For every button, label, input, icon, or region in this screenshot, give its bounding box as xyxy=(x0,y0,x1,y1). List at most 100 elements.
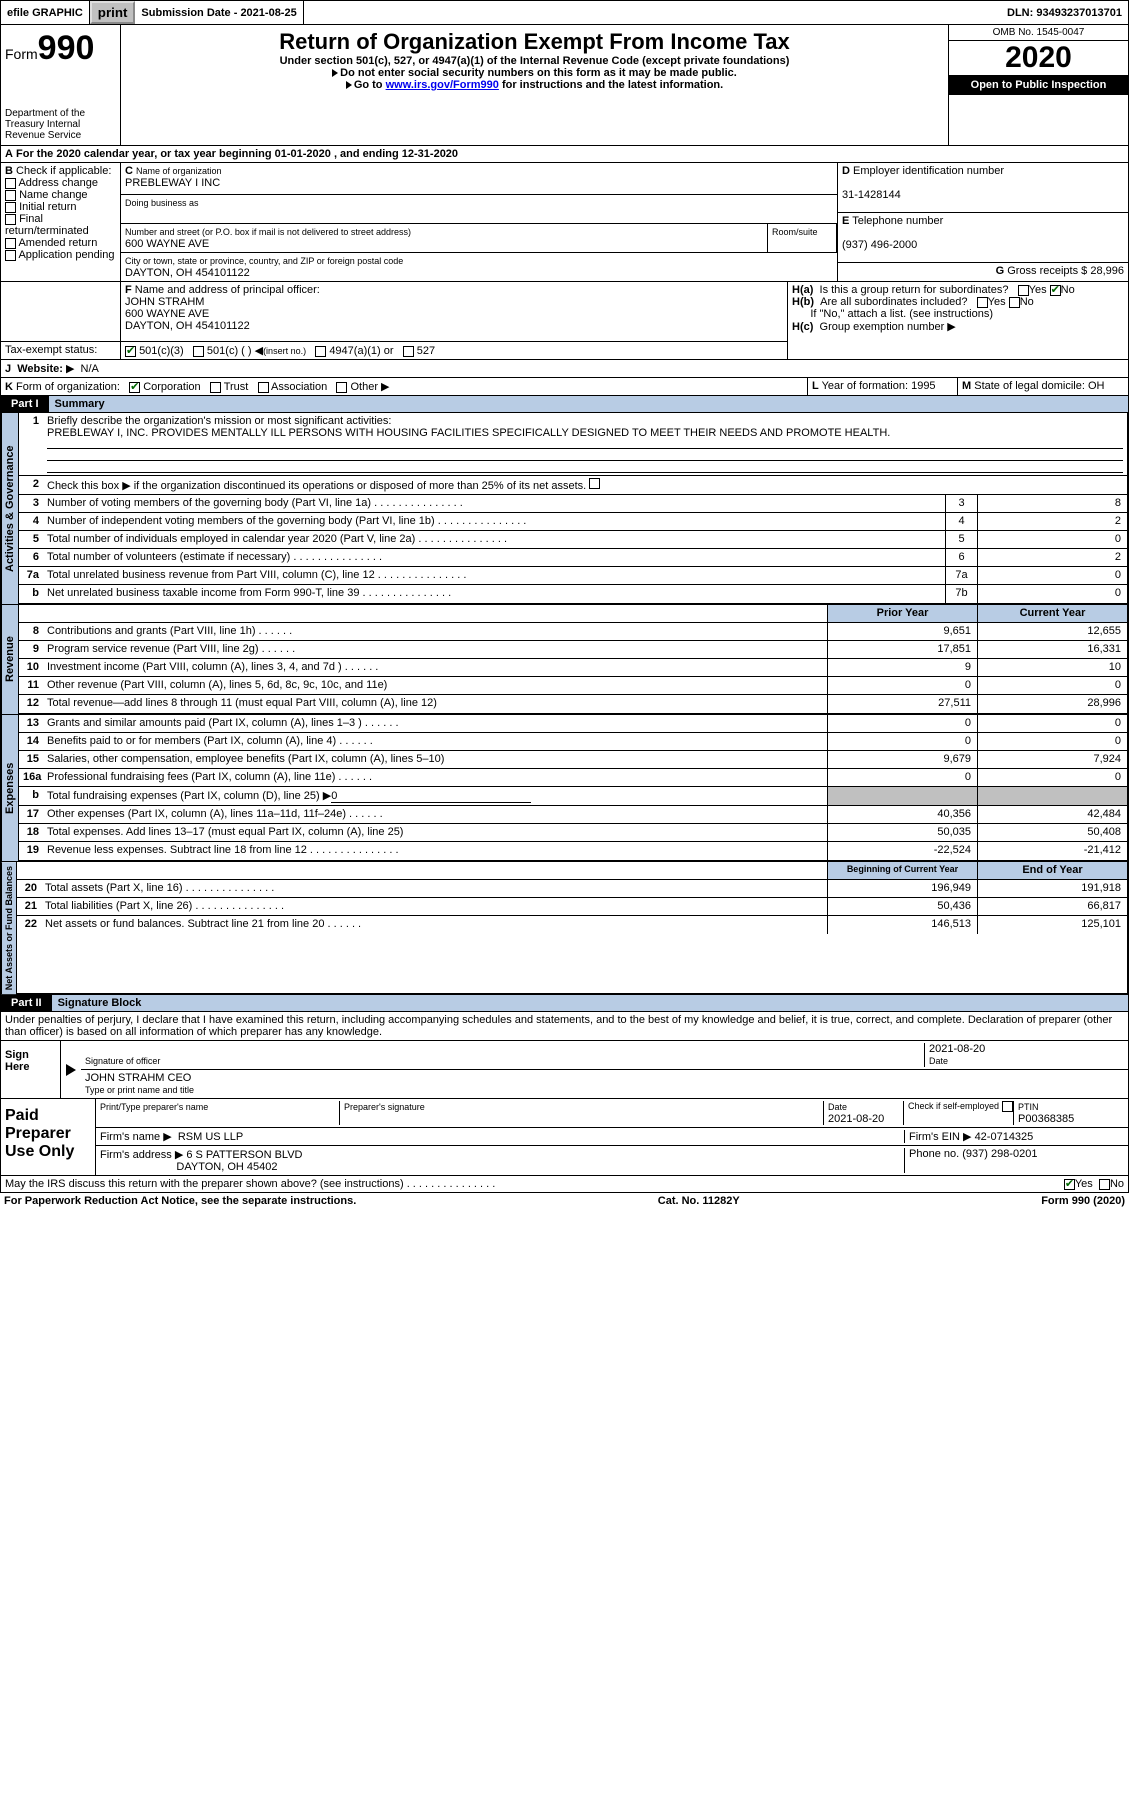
sub-yes-checkbox[interactable] xyxy=(977,297,988,308)
irs-link[interactable]: www.irs.gov/Form990 xyxy=(386,79,499,91)
cy22: 125,101 xyxy=(977,916,1127,934)
discuss-no-checkbox[interactable] xyxy=(1099,1179,1110,1190)
dln: DLN: 93493237013701 xyxy=(1001,1,1128,24)
py16a: 0 xyxy=(827,769,977,786)
sign-here-block: Sign Here Signature of officer 2021-08-2… xyxy=(0,1041,1129,1099)
sub-no-checkbox[interactable] xyxy=(1009,297,1020,308)
form-org-row: K Form of organization: Corporation Trus… xyxy=(0,378,1129,396)
cy14: 0 xyxy=(977,733,1127,750)
address-change-checkbox[interactable] xyxy=(5,178,16,189)
501c-checkbox[interactable] xyxy=(193,346,204,357)
officer-name: JOHN STRAHM xyxy=(125,296,204,308)
arrow-icon xyxy=(66,1064,76,1076)
inspection-badge: Open to Public Inspection xyxy=(949,75,1128,95)
discontinued-checkbox[interactable] xyxy=(589,478,600,489)
cy8: 12,655 xyxy=(977,623,1127,640)
val-3: 8 xyxy=(977,495,1127,512)
side-netassets: Net Assets or Fund Balances xyxy=(1,862,16,994)
form-subtitle: Under section 501(c), 527, or 4947(a)(1)… xyxy=(125,55,944,67)
val-7b: 0 xyxy=(977,585,1127,603)
assoc-checkbox[interactable] xyxy=(258,382,269,393)
firm-ein: 42-0714325 xyxy=(975,1131,1034,1143)
py11: 0 xyxy=(827,677,977,694)
cy20: 191,918 xyxy=(977,880,1127,897)
part1-activities: Activities & Governance 1Briefly describ… xyxy=(0,413,1129,605)
officer-status-block: Tax-exempt status: F Name and address of… xyxy=(0,282,1129,360)
print-button[interactable]: print xyxy=(90,1,136,24)
website-value: N/A xyxy=(81,363,99,375)
part1-header: Part I Summary xyxy=(0,396,1129,413)
page-footer: For Paperwork Reduction Act Notice, see … xyxy=(0,1193,1129,1209)
amended-return-checkbox[interactable] xyxy=(5,238,16,249)
gross-receipts: 28,996 xyxy=(1090,265,1124,277)
submission-date: Submission Date - 2021-08-25 xyxy=(135,1,303,24)
firm-city: DAYTON, OH 45402 xyxy=(176,1161,277,1173)
part1-expenses: Expenses 13Grants and similar amounts pa… xyxy=(0,715,1129,862)
year-formation: 1995 xyxy=(911,380,935,392)
ptin: P00368385 xyxy=(1018,1113,1074,1125)
topbar: efile GRAPHIC print Submission Date - 20… xyxy=(0,0,1129,25)
initial-return-checkbox[interactable] xyxy=(5,202,16,213)
efile-label: efile GRAPHIC xyxy=(1,1,90,24)
fundraising-total: 0 xyxy=(331,790,531,803)
name-change-checkbox[interactable] xyxy=(5,190,16,201)
py12: 27,511 xyxy=(827,695,977,713)
4947-checkbox[interactable] xyxy=(315,346,326,357)
cy12: 28,996 xyxy=(977,695,1127,713)
domicile: OH xyxy=(1088,380,1105,392)
tax-year: 2020 xyxy=(949,41,1128,75)
val-5: 0 xyxy=(977,531,1127,548)
corp-checkbox[interactable] xyxy=(129,382,140,393)
py8: 9,651 xyxy=(827,623,977,640)
application-pending-checkbox[interactable] xyxy=(5,250,16,261)
other-checkbox[interactable] xyxy=(336,382,347,393)
py18: 50,035 xyxy=(827,824,977,841)
cy16a: 0 xyxy=(977,769,1127,786)
group-no-checkbox[interactable] xyxy=(1050,285,1061,296)
cy21: 66,817 xyxy=(977,898,1127,915)
dept-label: Department of the Treasury Internal Reve… xyxy=(5,108,116,141)
501c3-checkbox[interactable] xyxy=(125,346,136,357)
discuss-yes-checkbox[interactable] xyxy=(1064,1179,1075,1190)
side-expenses: Expenses xyxy=(1,715,18,861)
py14: 0 xyxy=(827,733,977,750)
cy18: 50,408 xyxy=(977,824,1127,841)
527-checkbox[interactable] xyxy=(403,346,414,357)
py9: 17,851 xyxy=(827,641,977,658)
py15: 9,679 xyxy=(827,751,977,768)
omb-number: OMB No. 1545-0047 xyxy=(949,25,1128,41)
cy13: 0 xyxy=(977,715,1127,732)
ein: 31-1428144 xyxy=(842,189,901,201)
side-activities: Activities & Governance xyxy=(1,413,18,604)
group-yes-checkbox[interactable] xyxy=(1018,285,1029,296)
org-address: 600 WAYNE AVE xyxy=(125,238,209,250)
cy11: 0 xyxy=(977,677,1127,694)
form-note2: Go to www.irs.gov/Form990 for instructio… xyxy=(125,79,944,91)
self-employed-checkbox[interactable] xyxy=(1002,1101,1013,1112)
form-title: Return of Organization Exempt From Incom… xyxy=(125,29,944,55)
prep-date: 2021-08-20 xyxy=(828,1113,884,1125)
discuss-row: May the IRS discuss this return with the… xyxy=(0,1176,1129,1193)
trust-checkbox[interactable] xyxy=(210,382,221,393)
form-header: Form990 Department of the Treasury Inter… xyxy=(0,25,1129,146)
officer-signed: JOHN STRAHM CEO xyxy=(85,1072,191,1084)
py13: 0 xyxy=(827,715,977,732)
line-a: A For the 2020 calendar year, or tax yea… xyxy=(0,146,1129,163)
final-return-checkbox[interactable] xyxy=(5,214,16,225)
part1-netassets: Net Assets or Fund Balances Beginning of… xyxy=(0,862,1129,995)
py10: 9 xyxy=(827,659,977,676)
side-revenue: Revenue xyxy=(1,605,18,714)
py20: 196,949 xyxy=(827,880,977,897)
py22: 146,513 xyxy=(827,916,977,934)
val-7a: 0 xyxy=(977,567,1127,584)
part2-header: Part II Signature Block xyxy=(0,995,1129,1012)
firm-phone: (937) 298-0201 xyxy=(962,1148,1037,1160)
cy19: -21,412 xyxy=(977,842,1127,860)
cy17: 42,484 xyxy=(977,806,1127,823)
org-city: DAYTON, OH 454101122 xyxy=(125,267,250,279)
sign-date: 2021-08-20 xyxy=(929,1043,985,1055)
py21: 50,436 xyxy=(827,898,977,915)
cy10: 10 xyxy=(977,659,1127,676)
py17: 40,356 xyxy=(827,806,977,823)
part1-revenue: Revenue Prior YearCurrent Year 8Contribu… xyxy=(0,605,1129,715)
